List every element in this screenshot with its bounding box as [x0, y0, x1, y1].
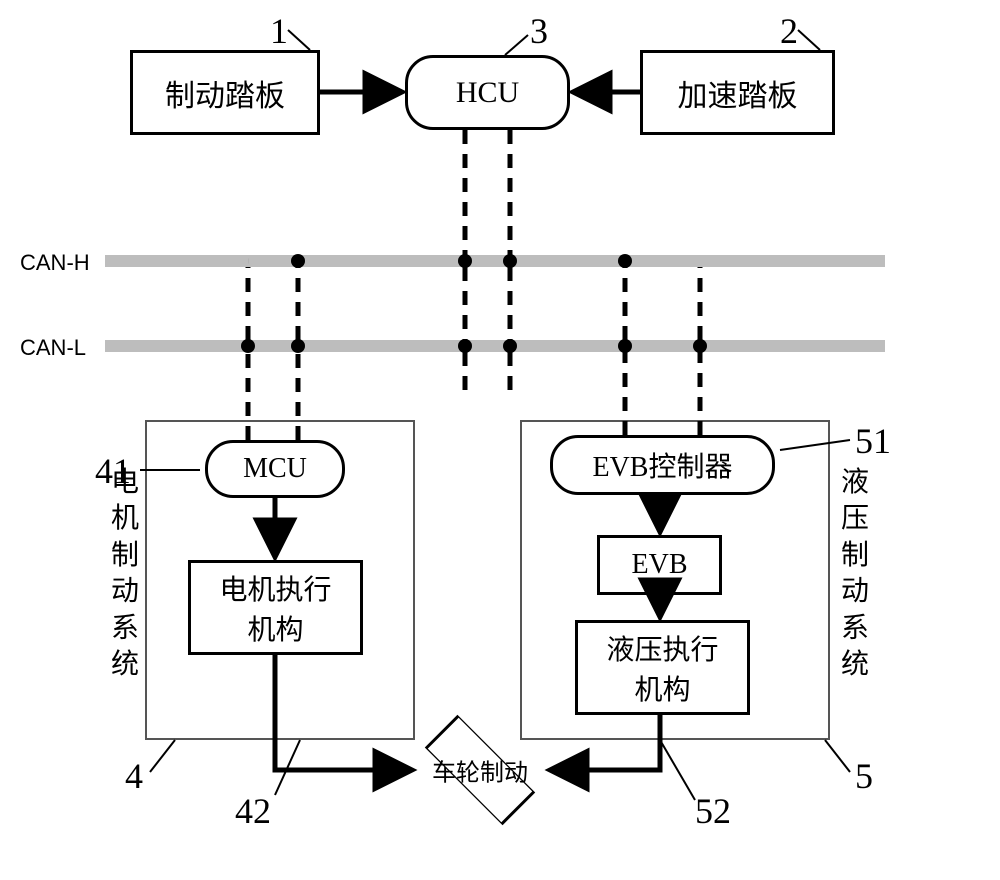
hcu-box: HCU	[405, 55, 570, 130]
ref-num-52: 52	[695, 790, 731, 832]
ref-num-3: 3	[530, 10, 548, 52]
ref-num-2: 2	[780, 10, 798, 52]
hydraulic-system-label: 液压制动系统	[840, 465, 870, 683]
mcu-box: MCU	[205, 440, 345, 498]
ref-num-42: 42	[235, 790, 271, 832]
ref-num-4: 4	[125, 755, 143, 797]
can-l-label: CAN-L	[20, 335, 86, 361]
motor-actuator-box: 电机执行 机构	[188, 560, 363, 655]
can-h-bus	[105, 255, 885, 267]
ref-num-5: 5	[855, 755, 873, 797]
ref-num-51: 51	[855, 420, 891, 462]
can-l-bus	[105, 340, 885, 352]
wheel-braking-diamond: 车轮制动	[395, 740, 565, 800]
evb-box: EVB	[597, 535, 722, 595]
can-h-label: CAN-H	[20, 250, 90, 276]
hydraulic-actuator-box: 液压执行 机构	[575, 620, 750, 715]
accel-pedal-box: 加速踏板	[640, 50, 835, 135]
braking-system-diagram: CAN-H CAN-L 电机制动系统 液压制动系统 制动踏板 HCU 加速踏板 …	[0, 0, 1000, 880]
wheel-braking-label: 车轮制动	[432, 753, 528, 788]
motor-system-label: 电机制动系统	[110, 465, 140, 683]
evb-controller-box: EVB控制器	[550, 435, 775, 495]
ref-num-41: 41	[95, 450, 131, 492]
ref-num-1: 1	[270, 10, 288, 52]
brake-pedal-box: 制动踏板	[130, 50, 320, 135]
